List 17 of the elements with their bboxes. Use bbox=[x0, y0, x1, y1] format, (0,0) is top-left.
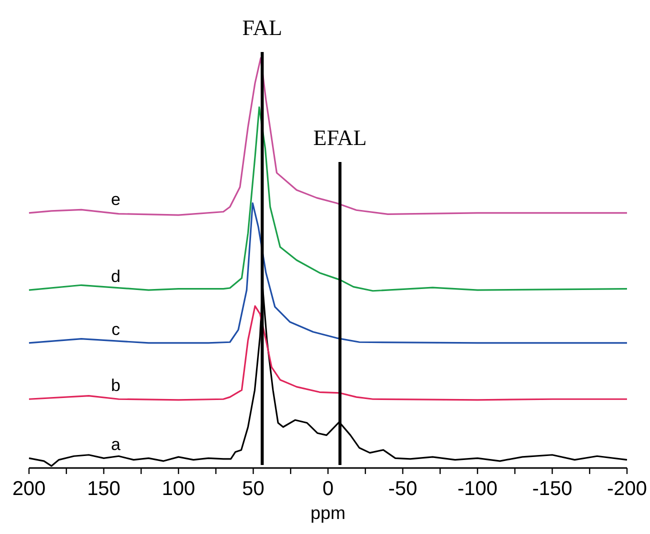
x-tick-label: 150 bbox=[87, 478, 120, 500]
ref-line-label: EFAL bbox=[313, 125, 367, 150]
x-tick-label: -50 bbox=[388, 478, 418, 500]
ref-line-label: FAL bbox=[242, 15, 282, 40]
x-tick-label: 50 bbox=[242, 478, 264, 500]
x-tick-label: -150 bbox=[532, 478, 572, 500]
x-tick-label: -100 bbox=[457, 478, 498, 500]
series-label: e bbox=[110, 190, 120, 209]
series-label: d bbox=[110, 267, 120, 286]
x-axis-title: ppm bbox=[310, 503, 346, 523]
x-tick-label: 0 bbox=[322, 478, 334, 500]
series-label: b bbox=[110, 376, 120, 396]
series-label: c bbox=[111, 320, 120, 339]
x-tick-label: 200 bbox=[12, 478, 46, 500]
x-tick-label: -200 bbox=[606, 478, 648, 500]
series-label: a bbox=[110, 435, 121, 454]
x-tick-label: 100 bbox=[162, 478, 196, 500]
